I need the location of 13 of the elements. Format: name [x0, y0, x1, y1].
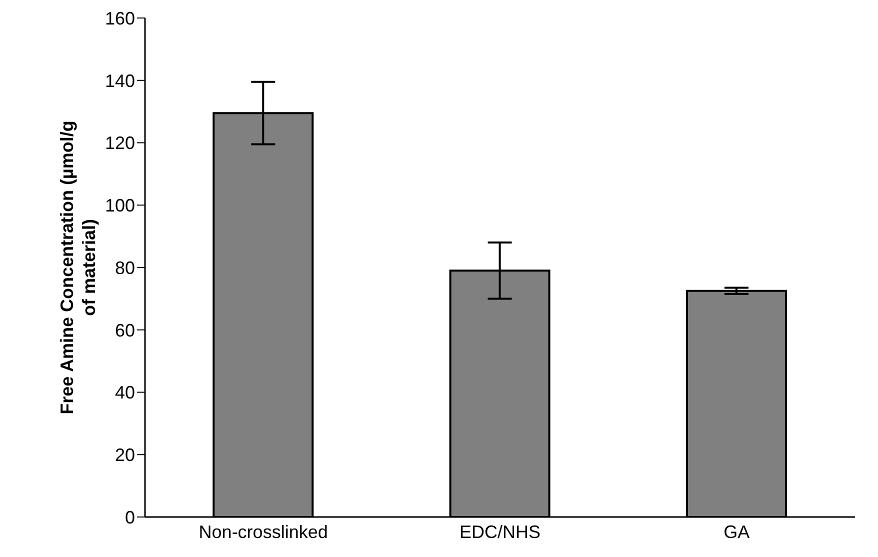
- y-tick-label: 0: [124, 507, 135, 528]
- y-tick-label: 80: [114, 258, 135, 278]
- y-tick-label: 140: [104, 70, 135, 91]
- y-tick-label: 160: [104, 8, 135, 28]
- y-tick-label: 100: [104, 196, 135, 216]
- y-tick-label: 20: [114, 445, 135, 466]
- y-tick-label: 60: [114, 320, 135, 340]
- y-tick-label: 40: [114, 382, 135, 403]
- x-tick-label: Non-crosslinked: [198, 522, 328, 542]
- y-axis-title: Free Amine Concentration (µmol/g of material): [57, 120, 99, 414]
- x-tick-label: GA: [724, 522, 750, 542]
- y-tick-label: 120: [104, 133, 135, 154]
- x-tick-label: EDC/NHS: [459, 522, 541, 542]
